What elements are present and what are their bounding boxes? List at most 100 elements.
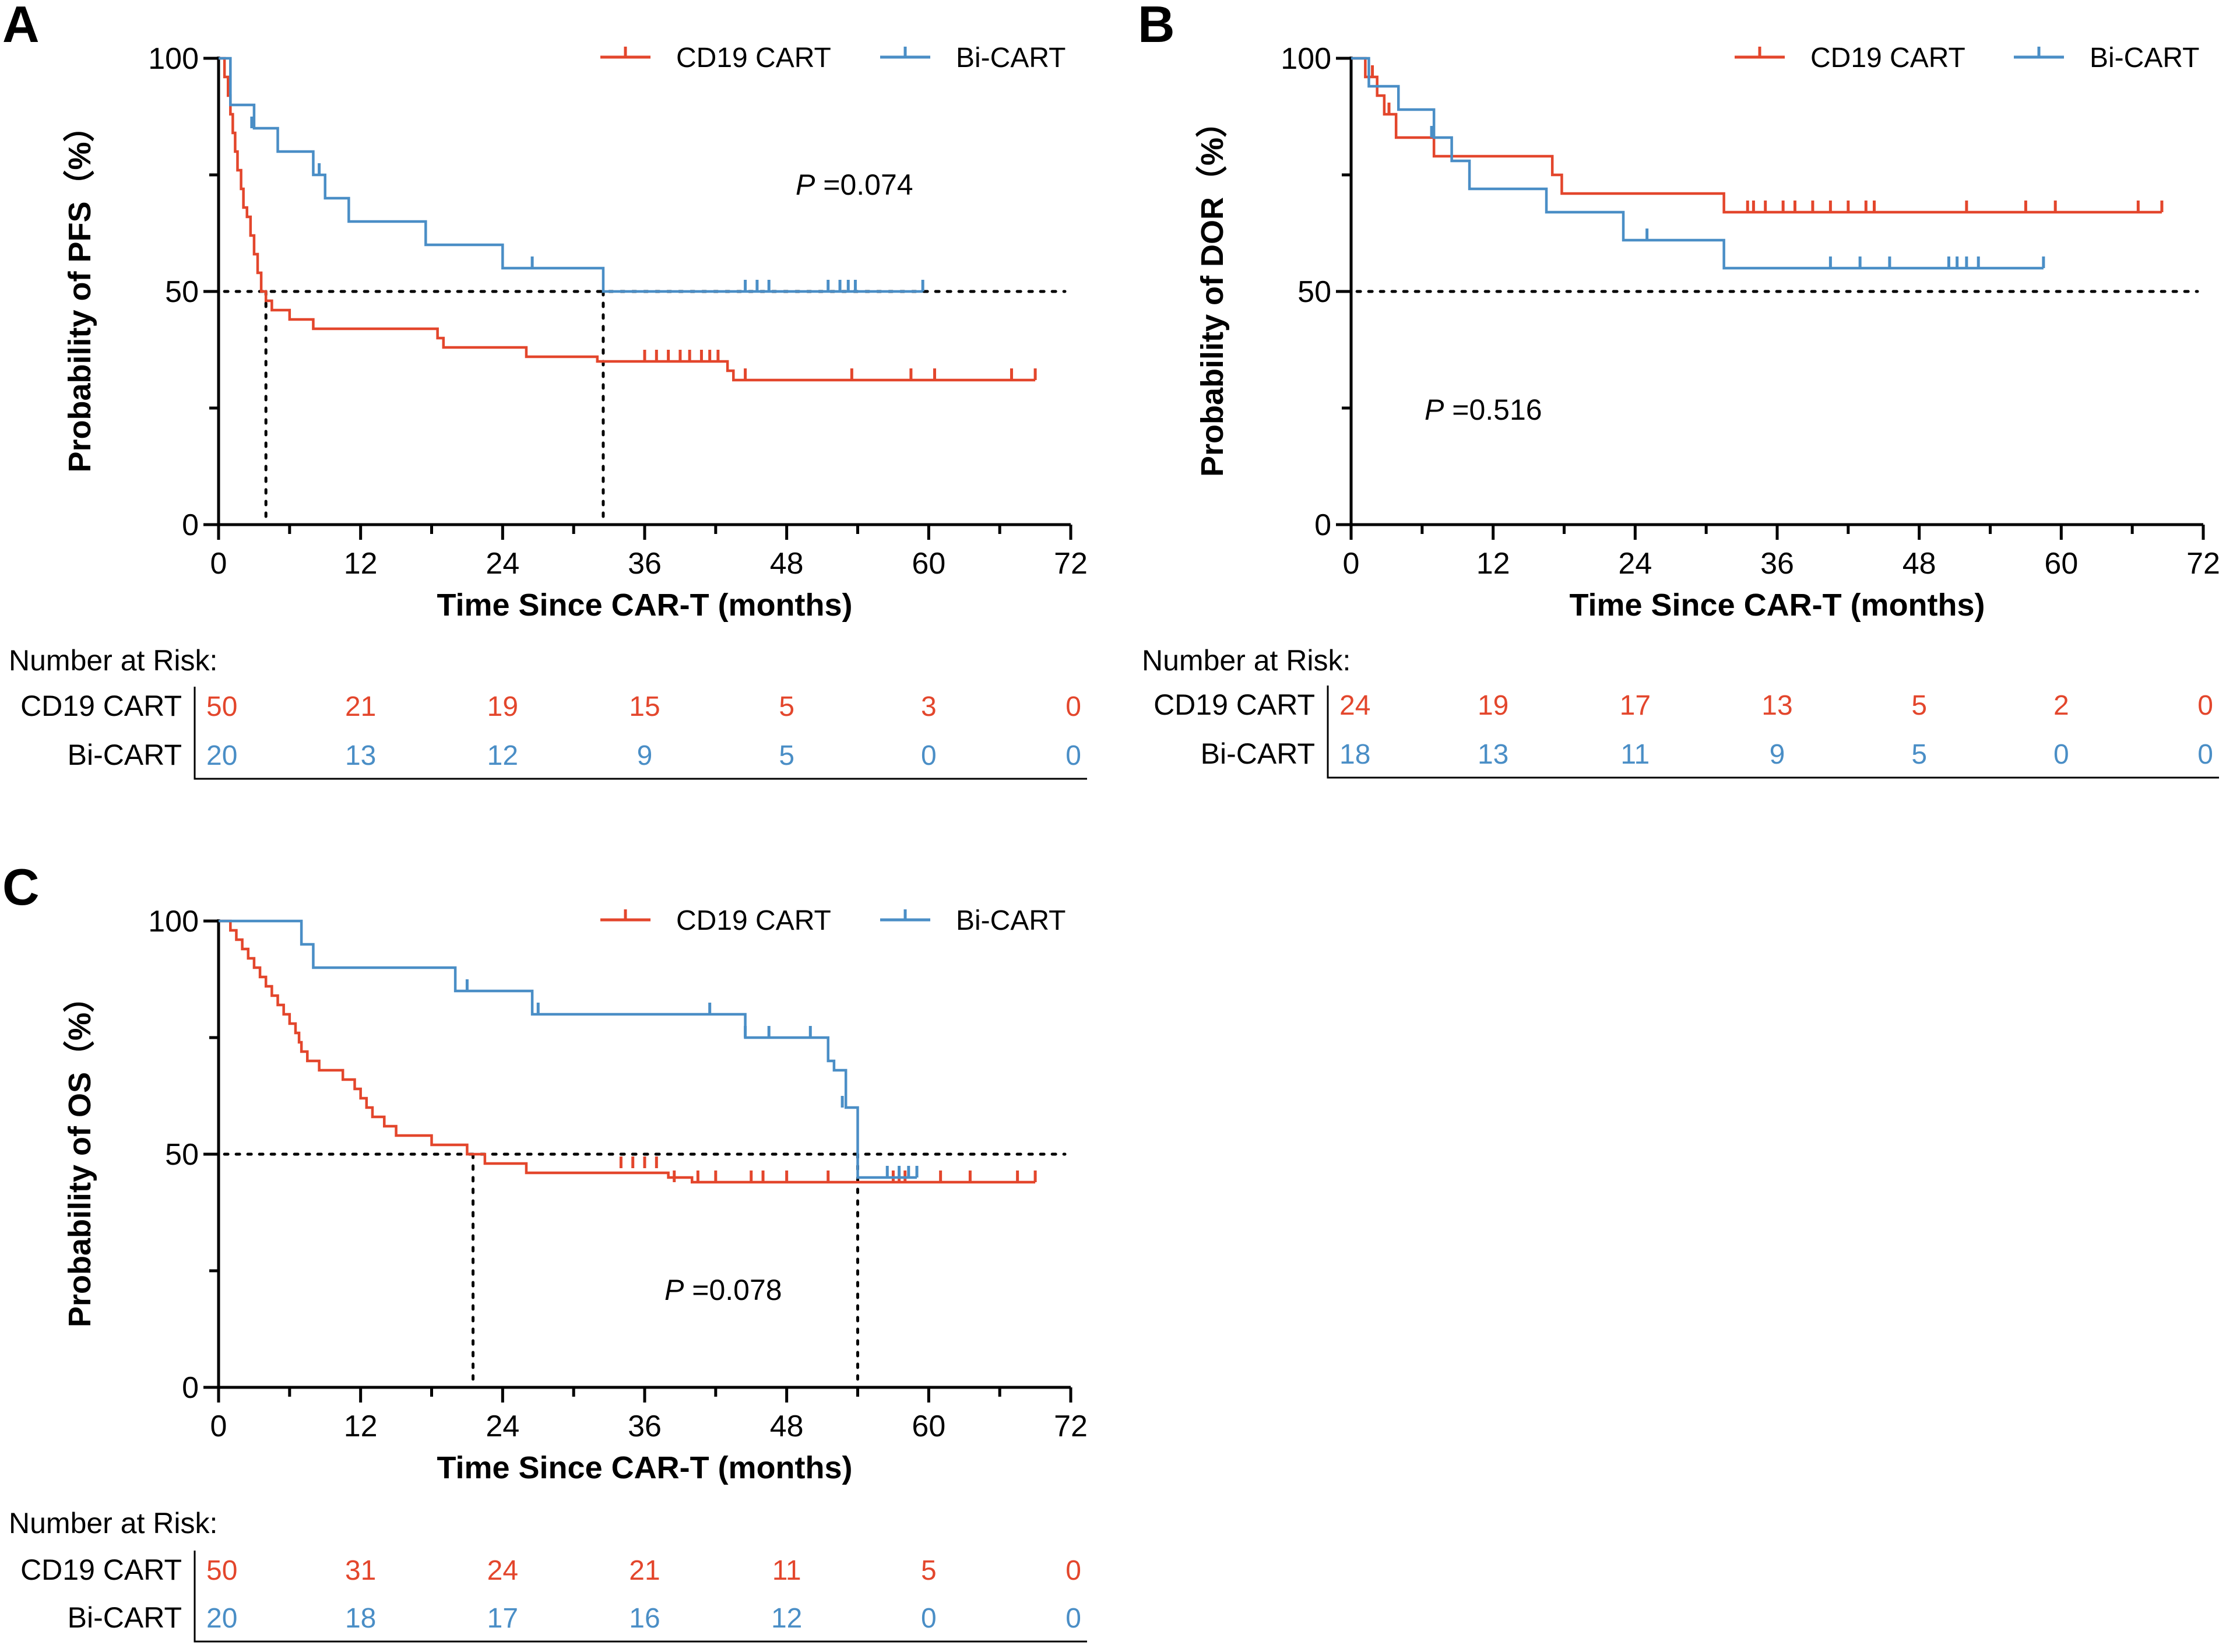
x-tick-label: 48 xyxy=(770,547,804,581)
panel-letter: C xyxy=(2,858,40,916)
legend-label: CD19 CART xyxy=(676,905,831,936)
risk-count: 0 xyxy=(921,1603,937,1634)
risk-count: 0 xyxy=(2053,739,2069,770)
km-curve-cd19-cart xyxy=(219,57,1036,382)
p-value-number: =0.516 xyxy=(1444,393,1542,426)
legend-item: Bi-CART xyxy=(2014,43,2199,73)
risk-count: 18 xyxy=(345,1603,376,1634)
x-tick-label: 24 xyxy=(486,547,519,581)
risk-count: 21 xyxy=(629,1555,660,1586)
x-axis-title: Time Since CAR-T (months) xyxy=(437,588,852,623)
risk-row-label: Bi-CART xyxy=(68,1601,182,1634)
risk-count: 0 xyxy=(2197,739,2213,770)
p-value-label: P xyxy=(1425,393,1444,426)
risk-count: 5 xyxy=(779,740,794,771)
y-axis-title: Probability of OS（%） xyxy=(62,981,97,1327)
risk-row-label: CD19 CART xyxy=(1154,688,1315,721)
legend-label: Bi-CART xyxy=(956,905,1065,936)
risk-count: 0 xyxy=(1065,691,1081,722)
legend-label: CD19 CART xyxy=(676,43,831,73)
risk-count: 21 xyxy=(345,691,376,722)
panel-letter: A xyxy=(2,0,40,53)
y-tick-label: 50 xyxy=(165,275,199,309)
x-tick-label: 36 xyxy=(628,1410,662,1443)
risk-table: Number at Risk:CD19 CART 50 31 24 21 11 5 0Bi-C… xyxy=(9,1507,1087,1643)
risk-count: 19 xyxy=(1478,690,1508,721)
p-value: P =0.078 xyxy=(664,1274,782,1306)
risk-count: 50 xyxy=(206,691,237,722)
risk-table-frame xyxy=(1327,686,2219,779)
risk-count: 17 xyxy=(1620,690,1651,721)
risk-count: 20 xyxy=(206,740,237,771)
x-tick-label: 0 xyxy=(1343,547,1360,581)
risk-count: 13 xyxy=(345,740,376,771)
legend-item: CD19 CART xyxy=(1735,43,1965,73)
x-tick-label: 60 xyxy=(912,547,945,581)
x-tick-label: 60 xyxy=(2044,547,2078,581)
panel-letter: B xyxy=(1138,0,1175,53)
legend-item: Bi-CART xyxy=(880,43,1065,73)
risk-count: 5 xyxy=(779,691,794,722)
y-tick-label: 0 xyxy=(1314,508,1331,542)
risk-count: 13 xyxy=(1478,739,1508,770)
risk-count: 0 xyxy=(2197,690,2213,721)
risk-count: 0 xyxy=(1065,740,1081,771)
p-value-label: P xyxy=(796,168,815,201)
risk-count: 16 xyxy=(629,1603,660,1634)
risk-row-label: Bi-CART xyxy=(68,739,182,771)
legend-label: Bi-CART xyxy=(2090,43,2199,73)
x-tick-label: 0 xyxy=(210,1410,227,1443)
km-curve-cd19-cart xyxy=(1351,57,2162,214)
risk-count: 5 xyxy=(1911,739,1927,770)
risk-table-title: Number at Risk: xyxy=(1142,644,1351,677)
risk-table: Number at Risk: CD19 CART 24 19 17 13 5 2 0 Bi-CA… xyxy=(1142,644,2219,779)
risk-count: 9 xyxy=(1770,739,1785,770)
y-tick-label: 50 xyxy=(165,1138,199,1172)
risk-table-title: Number at Risk: xyxy=(9,1507,217,1539)
risk-count: 0 xyxy=(921,740,937,771)
x-tick-label: 24 xyxy=(1618,547,1652,581)
legend-label: CD19 CART xyxy=(1810,43,1965,73)
risk-count: 3 xyxy=(921,691,937,722)
x-tick-label: 24 xyxy=(486,1410,519,1443)
risk-row-label: Bi-CART xyxy=(1201,737,1315,770)
risk-count: 20 xyxy=(206,1603,237,1634)
risk-count: 24 xyxy=(487,1555,518,1586)
risk-count: 12 xyxy=(771,1603,802,1634)
risk-row-label: CD19 CART xyxy=(20,1553,182,1586)
x-tick-label: 48 xyxy=(770,1410,804,1443)
risk-count: 15 xyxy=(629,691,660,722)
x-tick-label: 72 xyxy=(1054,547,1088,581)
x-tick-label: 60 xyxy=(912,1410,945,1443)
km-curve-bi-cart xyxy=(1351,57,2044,270)
y-tick-label: 100 xyxy=(1281,42,1331,76)
legend-item: CD19 CART xyxy=(600,905,831,936)
risk-count: 19 xyxy=(487,691,518,722)
risk-count: 0 xyxy=(1065,1603,1081,1634)
p-value-number: =0.078 xyxy=(684,1274,782,1306)
p-value-label: P xyxy=(664,1274,684,1306)
legend-item: Bi-CART xyxy=(880,905,1065,936)
x-tick-label: 12 xyxy=(344,547,378,581)
x-tick-label: 12 xyxy=(344,1410,378,1443)
legend-label: Bi-CART xyxy=(956,43,1065,73)
risk-row-label: CD19 CART xyxy=(20,690,182,722)
risk-count: 5 xyxy=(1911,690,1927,721)
risk-count: 5 xyxy=(921,1555,937,1586)
risk-table-title: Number at Risk: xyxy=(9,644,217,677)
x-tick-label: 36 xyxy=(1760,547,1794,581)
risk-count: 11 xyxy=(1620,739,1650,770)
risk-count: 13 xyxy=(1761,690,1792,721)
risk-count: 0 xyxy=(1065,1555,1081,1586)
legend-item: CD19 CART xyxy=(600,43,831,73)
risk-count: 31 xyxy=(345,1555,376,1586)
x-tick-label: 72 xyxy=(2186,547,2220,581)
p-value-number: =0.074 xyxy=(815,168,913,201)
km-curve-bi-cart xyxy=(219,57,923,293)
y-axis-title: Probability of PFS（%） xyxy=(62,110,97,472)
y-axis-title: Probability of DOR（%） xyxy=(1195,106,1230,477)
